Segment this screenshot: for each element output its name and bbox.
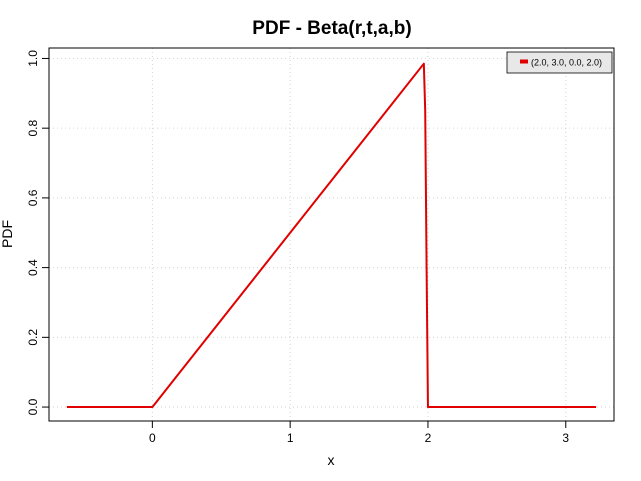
x-axis-ticks: 0 1 2 3 [149, 421, 569, 445]
x-tick-label: 3 [562, 431, 569, 445]
legend-swatch [520, 59, 528, 64]
legend-box [506, 51, 613, 74]
legend: (2.0, 3.0, 0.0, 2.0) [506, 51, 613, 74]
plot-frame [48, 47, 615, 422]
x-tick-label: 1 [287, 431, 294, 445]
y-axis-label: PDF [0, 220, 15, 248]
x-tick-label: 0 [149, 431, 156, 445]
y-tick-label: 0.8 [26, 120, 40, 137]
x-tick-label: 2 [425, 431, 432, 445]
x-axis-label: x [328, 452, 335, 468]
chart-title: PDF - Beta(r,t,a,b) [252, 18, 411, 39]
y-tick-label: 0.0 [26, 398, 40, 415]
y-tick-label: 1.0 [26, 50, 40, 67]
y-tick-label: 0.6 [26, 189, 40, 206]
y-axis-ticks: 0.0 0.2 0.4 0.6 0.8 1.0 [26, 50, 49, 415]
series-line [66, 62, 597, 409]
legend-entry-label: (2.0, 3.0, 0.0, 2.0) [531, 58, 602, 68]
series-layer [66, 62, 597, 409]
y-tick-label: 0.2 [26, 329, 40, 346]
y-tick-label: 0.4 [26, 259, 40, 276]
grid [49, 48, 614, 421]
